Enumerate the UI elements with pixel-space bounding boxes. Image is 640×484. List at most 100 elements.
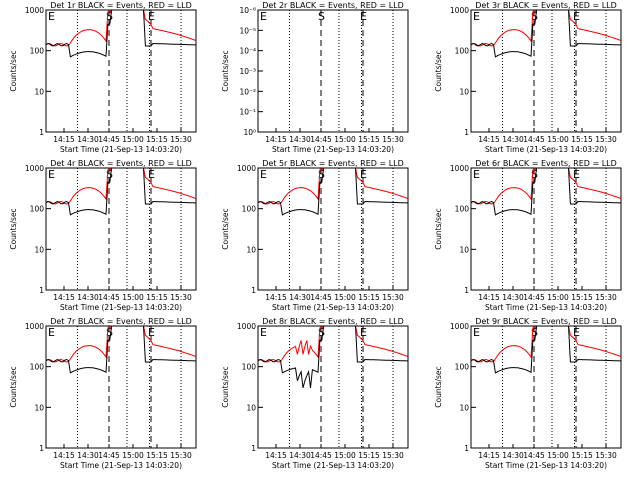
x-tick-label: 14:15 — [265, 135, 287, 144]
x-tick-label: 15:30 — [170, 135, 192, 144]
panel-title: Det 4r BLACK = Events, RED = LLD — [50, 159, 192, 168]
y-tick-label: 10⁻¹ — [239, 108, 256, 117]
panel-title: Det 7r BLACK = Events, RED = LLD — [50, 317, 192, 326]
x-tick-label: 14:30 — [77, 451, 99, 460]
marker-label: E — [573, 326, 580, 339]
y-tick-label: 10 — [459, 245, 469, 254]
x-tick-label: 15:00 — [334, 293, 356, 302]
panel-det-6: Det 6r BLACK = Events, RED = LLD Counts/s… — [434, 159, 622, 312]
series-lld-line — [45, 9, 197, 47]
panel-det-3: Det 3r BLACK = Events, RED = LLD Counts/s… — [434, 1, 622, 154]
marker-label: E — [473, 326, 480, 339]
y-tick-label: 10 — [34, 245, 44, 254]
y-tick-label: 1 — [251, 286, 256, 295]
y-tick-label: 1000 — [237, 322, 256, 331]
x-tick-label: 15:30 — [382, 293, 404, 302]
panel-det-4: Det 4r BLACK = Events, RED = LLD Counts/s… — [9, 159, 197, 312]
series-lld-line — [45, 325, 197, 363]
x-tick-label: 15:30 — [382, 135, 404, 144]
y-tick-label: 100 — [455, 47, 470, 56]
x-tick-label: 15:00 — [122, 451, 144, 460]
y-tick-label: 100 — [30, 363, 45, 372]
series-events-line — [470, 325, 621, 374]
series-lld-line — [470, 167, 622, 205]
plot-frame — [257, 9, 409, 133]
series-events-line — [470, 9, 621, 58]
y-tick-label: 1000 — [450, 322, 469, 331]
x-tick-label: 14:30 — [502, 293, 524, 302]
panel-det-9: Det 9r BLACK = Events, RED = LLD Counts/s… — [434, 317, 622, 470]
y-tick-label: 100 — [455, 205, 470, 214]
y-tick-label: 1000 — [25, 164, 44, 173]
x-axis-label: Start Time (21-Sep-13 14:03:20) — [485, 303, 607, 312]
y-axis-label: Counts/sec — [221, 50, 230, 91]
y-axis-label: Counts/sec — [9, 50, 18, 91]
x-tick-label: 14:45 — [98, 451, 120, 460]
x-tick-label: 14:45 — [310, 293, 332, 302]
x-tick-label: 15:00 — [122, 135, 144, 144]
x-axis-label: Start Time (21-Sep-13 14:03:20) — [60, 303, 182, 312]
series-events-line — [257, 167, 408, 216]
y-tick-label: 100 — [30, 205, 45, 214]
series-events-line — [45, 325, 196, 374]
marker-label: S — [318, 10, 325, 23]
plot-frame — [470, 9, 622, 133]
plot-frame — [45, 9, 197, 133]
y-tick-label: 1000 — [450, 164, 469, 173]
plot-frame — [470, 325, 622, 449]
x-tick-label: 15:15 — [571, 451, 593, 460]
series-lld-line — [470, 325, 622, 363]
marker-label: E — [260, 168, 267, 181]
x-tick-label: 14:45 — [523, 135, 545, 144]
marker-label: E — [148, 10, 155, 23]
y-tick-label: 10 — [34, 87, 44, 96]
x-tick-label: 15:15 — [358, 135, 380, 144]
y-axis-label: Counts/sec — [434, 208, 443, 249]
marker-label: E — [148, 168, 155, 181]
x-tick-label: 15:00 — [547, 451, 569, 460]
panel-det-5: Det 5r BLACK = Events, RED = LLD Counts/s… — [221, 159, 409, 312]
x-tick-label: 15:00 — [334, 135, 356, 144]
x-axis-label: Start Time (21-Sep-13 14:03:20) — [60, 145, 182, 154]
x-tick-label: 14:45 — [523, 293, 545, 302]
marker-label: E — [48, 10, 55, 23]
x-tick-label: 15:00 — [122, 293, 144, 302]
plot-frame — [257, 167, 409, 291]
y-tick-label: 1 — [251, 444, 256, 453]
x-tick-label: 14:30 — [289, 293, 311, 302]
y-tick-label: 1000 — [450, 6, 469, 15]
marker-label: S — [106, 326, 113, 339]
y-tick-label: 1 — [464, 444, 469, 453]
panel-title: Det 2r BLACK = Events, RED = LLD — [262, 1, 404, 10]
y-tick-label: 10⁻³ — [239, 67, 256, 76]
marker-label: S — [106, 168, 113, 181]
y-tick-label: 100 — [242, 205, 257, 214]
x-tick-label: 15:15 — [358, 451, 380, 460]
x-tick-label: 14:30 — [289, 451, 311, 460]
x-tick-label: 14:45 — [523, 451, 545, 460]
marker-label: E — [573, 168, 580, 181]
x-tick-label: 15:00 — [334, 451, 356, 460]
marker-label: E — [473, 168, 480, 181]
y-axis-label: Counts/sec — [434, 50, 443, 91]
y-tick-label: 1000 — [25, 6, 44, 15]
plot-frame — [45, 167, 197, 291]
y-tick-label: 10 — [246, 403, 256, 412]
y-tick-label: 1000 — [25, 322, 44, 331]
y-tick-label: 1000 — [237, 164, 256, 173]
y-tick-label: 1 — [39, 128, 44, 137]
plot-frame — [470, 167, 622, 291]
x-tick-label: 14:15 — [478, 135, 500, 144]
x-tick-label: 15:15 — [571, 135, 593, 144]
y-axis-label: Counts/sec — [221, 366, 230, 407]
x-tick-label: 14:45 — [310, 135, 332, 144]
series-lld-line — [257, 325, 409, 363]
x-tick-label: 14:30 — [77, 135, 99, 144]
plot-frame — [45, 325, 197, 449]
panel-title: Det 8r BLACK = Events, RED = LLD — [262, 317, 404, 326]
y-axis-label: Counts/sec — [221, 208, 230, 249]
panel-det-2: Det 2r BLACK = Events, RED = LLD Counts/s… — [221, 1, 409, 154]
x-axis-label: Start Time (21-Sep-13 14:03:20) — [485, 461, 607, 470]
series-events-line — [470, 167, 621, 216]
panel-title: Det 1r BLACK = Events, RED = LLD — [50, 1, 192, 10]
